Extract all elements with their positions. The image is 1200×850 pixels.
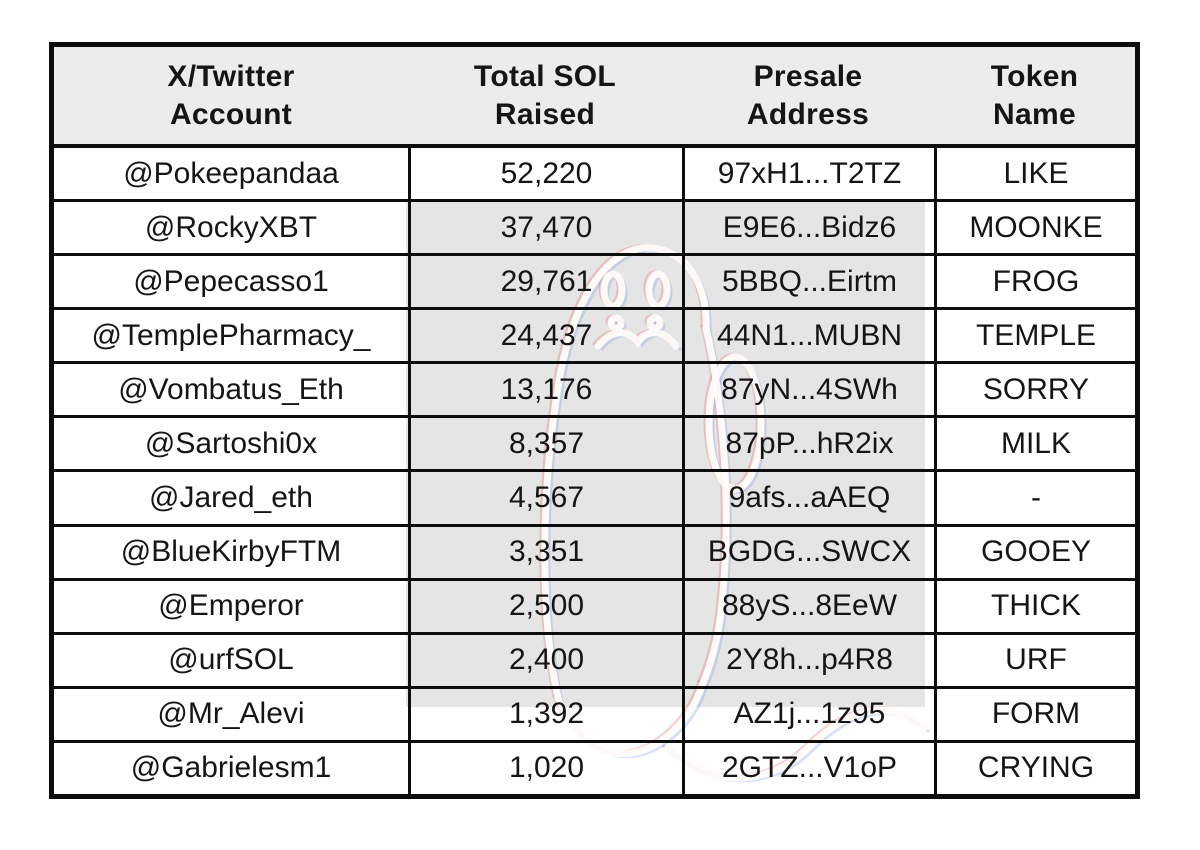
cell-sol: 4,567: [408, 472, 682, 524]
cell-address: 2GTZ...V1oP: [682, 742, 934, 794]
cell-account: @Vombatus_Eth: [118, 372, 344, 406]
header-line: Presale: [753, 60, 863, 93]
cell-address: 44N1...MUBN: [682, 310, 934, 362]
column-header-sol: Total SOL Raised: [408, 47, 682, 144]
table-body: @Pokeepandaa 52,220 97xH1...T2TZ LIKE @R…: [54, 148, 1135, 794]
table-row: @BlueKirbyFTM 3,351 BGDG...SWCX GOOEY: [54, 526, 1135, 581]
cell-address: AZ1j...1z95: [682, 688, 934, 740]
cell-account: @Mr_Alevi: [157, 697, 305, 731]
header-line: X/Twitter: [167, 60, 295, 93]
cell-sol: 1,392: [408, 688, 682, 740]
header-line: Total SOL: [473, 60, 617, 93]
table-row: @Vombatus_Eth 13,176 87yN...4SWh SORRY: [54, 364, 1135, 419]
table-row: @Jared_eth 4,567 9afs...aAEQ -: [54, 472, 1135, 527]
column-header-token: Token Name: [934, 47, 1135, 144]
cell-token: TEMPLE: [934, 310, 1135, 362]
table-header-row: X/Twitter Account Total SOL Raised Presa…: [54, 47, 1135, 148]
table-row: @Pepecasso1 29,761 5BBQ...Eirtm FROG: [54, 256, 1135, 311]
cell-token: URF: [934, 634, 1135, 686]
table-row: @RockyXBT 37,470 E9E6...Bidz6 MOONKE: [54, 202, 1135, 257]
cell-address: 87pP...hR2ix: [682, 418, 934, 470]
cell-token: -: [934, 472, 1135, 524]
cell-address: 97xH1...T2TZ: [682, 148, 934, 200]
cell-token: FORM: [934, 688, 1135, 740]
table-row: @Gabrielesm1 1,020 2GTZ...V1oP CRYING: [54, 742, 1135, 794]
cell-account: @Pepecasso1: [133, 264, 329, 298]
cell-token: FROG: [934, 256, 1135, 308]
cell-sol: 52,220: [408, 148, 682, 200]
cell-address: 88yS...8EeW: [682, 580, 934, 632]
cell-account: @Gabrielesm1: [130, 751, 332, 785]
table-row: @Mr_Alevi 1,392 AZ1j...1z95 FORM: [54, 688, 1135, 743]
cell-sol: 29,761: [408, 256, 682, 308]
header-line: Raised: [494, 97, 596, 131]
header-line: Token: [990, 60, 1079, 93]
cell-sol: 37,470: [408, 202, 682, 254]
cell-address: 5BBQ...Eirtm: [682, 256, 934, 308]
presale-table: X/Twitter Account Total SOL Raised Presa…: [49, 42, 1140, 799]
cell-token: SORRY: [934, 364, 1135, 416]
cell-account: @Pokeepandaa: [123, 156, 339, 190]
table-row: @Sartoshi0x 8,357 87pP...hR2ix MILK: [54, 418, 1135, 473]
cell-sol: 2,400: [408, 634, 682, 686]
header-line: Name: [993, 97, 1076, 131]
cell-account: @urfSOL: [168, 643, 294, 677]
cell-token: GOOEY: [934, 526, 1135, 578]
table-row: @Emperor 2,500 88yS...8EeW THICK: [54, 580, 1135, 635]
cell-address: 2Y8h...p4R8: [682, 634, 934, 686]
column-header-account: X/Twitter Account: [54, 47, 408, 144]
cell-address: 9afs...aAEQ: [682, 472, 934, 524]
cell-account: @Jared_eth: [149, 481, 313, 514]
cell-address: E9E6...Bidz6: [682, 202, 934, 254]
cell-address: 87yN...4SWh: [682, 364, 934, 416]
cell-sol: 24,437: [408, 310, 682, 362]
cell-account: @RockyXBT: [144, 210, 318, 244]
table-row: @Pokeepandaa 52,220 97xH1...T2TZ LIKE: [54, 148, 1135, 203]
cell-token: MOONKE: [934, 202, 1135, 254]
cell-token: MILK: [934, 418, 1135, 470]
cell-account: @TemplePharmacy_: [91, 318, 371, 352]
cell-sol: 1,020: [408, 742, 682, 794]
sad-ghost-icon: [539, 244, 930, 783]
cell-token: CRYING: [934, 742, 1135, 794]
column-header-address: Presale Address: [682, 47, 934, 144]
cell-account: @BlueKirbyFTM: [120, 535, 342, 569]
header-line: Address: [746, 97, 870, 131]
cell-token: LIKE: [934, 148, 1135, 200]
cell-account: @Emperor: [158, 589, 304, 623]
cell-account: @Sartoshi0x: [144, 426, 318, 460]
cell-sol: 3,351: [408, 526, 682, 578]
cell-sol: 13,176: [408, 364, 682, 416]
cell-sol: 2,500: [408, 580, 682, 632]
cell-address: BGDG...SWCX: [682, 526, 934, 578]
cell-token: THICK: [934, 580, 1135, 632]
cell-sol: 8,357: [408, 418, 682, 470]
table-row: @TemplePharmacy_ 24,437 44N1...MUBN TEMP…: [54, 310, 1135, 365]
header-line: Account: [169, 97, 293, 131]
table-row: @urfSOL 2,400 2Y8h...p4R8 URF: [54, 634, 1135, 689]
